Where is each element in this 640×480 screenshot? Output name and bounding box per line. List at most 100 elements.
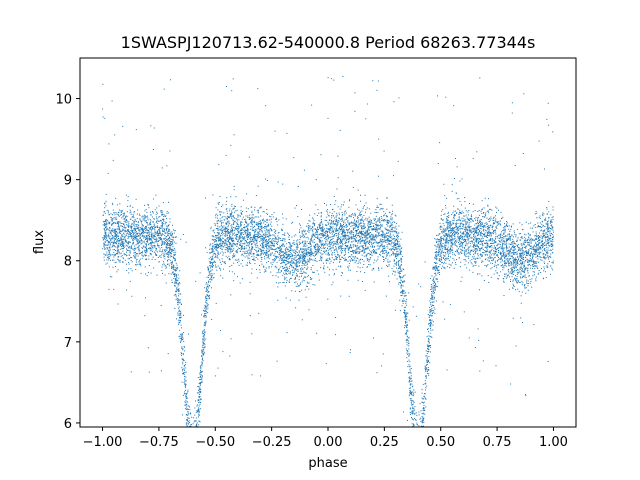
data-point bbox=[340, 245, 341, 247]
data-point bbox=[427, 361, 429, 363]
data-point bbox=[529, 278, 531, 280]
data-point bbox=[221, 245, 222, 247]
data-point bbox=[525, 241, 527, 243]
data-point bbox=[447, 250, 448, 252]
data-point bbox=[134, 218, 136, 220]
data-point bbox=[478, 217, 479, 219]
data-point bbox=[257, 209, 259, 211]
data-point bbox=[391, 217, 393, 219]
data-point bbox=[516, 276, 518, 278]
data-point bbox=[312, 240, 314, 242]
data-point bbox=[337, 232, 339, 234]
data-point bbox=[257, 88, 259, 90]
data-point bbox=[499, 238, 501, 240]
data-point bbox=[486, 210, 488, 212]
data-point bbox=[130, 260, 132, 262]
data-point bbox=[244, 248, 245, 250]
data-point bbox=[329, 245, 331, 247]
data-point bbox=[432, 268, 434, 270]
data-point bbox=[165, 267, 167, 269]
data-point bbox=[255, 235, 257, 237]
data-point bbox=[403, 290, 405, 292]
data-point bbox=[435, 263, 436, 264]
data-point bbox=[185, 414, 187, 415]
data-point bbox=[171, 236, 173, 238]
data-point bbox=[357, 245, 359, 247]
data-point bbox=[301, 230, 303, 232]
data-point bbox=[325, 251, 327, 253]
data-point bbox=[261, 219, 263, 221]
data-point bbox=[176, 283, 178, 285]
data-point bbox=[552, 131, 554, 133]
data-point bbox=[414, 391, 416, 393]
data-point bbox=[525, 238, 527, 240]
data-point bbox=[186, 393, 187, 395]
data-point bbox=[111, 219, 113, 221]
data-point bbox=[370, 241, 372, 243]
data-point bbox=[150, 226, 151, 228]
data-point bbox=[406, 318, 408, 320]
data-point bbox=[135, 198, 137, 200]
data-point bbox=[206, 308, 208, 310]
data-point bbox=[243, 239, 245, 241]
data-point bbox=[320, 220, 322, 222]
data-point bbox=[430, 298, 431, 300]
data-point bbox=[468, 223, 470, 225]
data-point bbox=[431, 292, 433, 294]
data-point bbox=[478, 339, 480, 341]
data-point bbox=[386, 197, 388, 199]
data-point bbox=[306, 254, 308, 255]
data-point bbox=[412, 425, 414, 427]
data-point bbox=[510, 236, 511, 238]
data-point bbox=[483, 207, 485, 209]
data-point bbox=[277, 238, 279, 240]
data-point bbox=[179, 311, 181, 313]
data-point bbox=[166, 238, 167, 240]
data-point bbox=[507, 260, 509, 262]
data-point bbox=[435, 284, 437, 286]
data-point bbox=[456, 230, 458, 232]
data-point bbox=[158, 229, 160, 231]
data-point bbox=[254, 206, 256, 208]
data-point bbox=[354, 224, 356, 226]
data-point bbox=[305, 242, 306, 244]
data-point bbox=[247, 244, 249, 246]
data-point bbox=[106, 210, 108, 212]
data-point bbox=[146, 222, 147, 224]
data-point bbox=[216, 244, 218, 246]
data-point bbox=[468, 337, 470, 339]
data-point bbox=[229, 238, 231, 240]
data-point bbox=[164, 234, 166, 236]
data-point bbox=[278, 232, 280, 234]
data-point bbox=[438, 245, 440, 247]
data-point bbox=[128, 221, 130, 223]
data-point bbox=[317, 245, 319, 247]
data-point bbox=[494, 219, 496, 221]
data-point bbox=[332, 214, 334, 216]
data-point bbox=[272, 259, 274, 261]
data-point bbox=[476, 253, 478, 255]
data-point bbox=[164, 249, 166, 251]
data-point bbox=[120, 252, 122, 254]
data-point bbox=[304, 276, 306, 278]
data-point bbox=[159, 248, 161, 250]
data-point bbox=[394, 230, 396, 232]
data-point bbox=[400, 280, 402, 282]
data-point bbox=[282, 250, 284, 252]
data-point bbox=[125, 241, 127, 243]
data-point bbox=[397, 250, 399, 252]
data-point bbox=[240, 230, 242, 232]
data-point bbox=[541, 220, 543, 222]
data-point bbox=[147, 219, 149, 221]
data-point bbox=[175, 280, 177, 282]
data-point bbox=[164, 252, 166, 254]
data-point bbox=[214, 223, 216, 225]
data-point bbox=[120, 214, 122, 215]
data-point bbox=[328, 254, 330, 256]
data-point bbox=[293, 267, 295, 269]
data-point bbox=[359, 267, 361, 269]
data-point bbox=[358, 215, 360, 216]
data-point bbox=[182, 336, 184, 338]
data-point bbox=[209, 297, 211, 299]
data-point bbox=[349, 352, 351, 353]
